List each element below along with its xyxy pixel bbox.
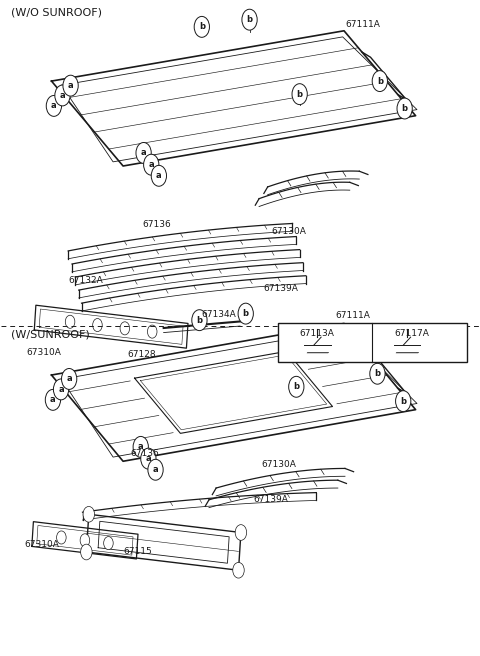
Circle shape bbox=[283, 325, 297, 343]
Text: b: b bbox=[297, 90, 303, 98]
Text: a: a bbox=[51, 102, 57, 110]
Text: (W/SUNROOF): (W/SUNROOF) bbox=[11, 329, 90, 339]
Circle shape bbox=[148, 459, 163, 480]
Circle shape bbox=[235, 525, 247, 541]
Circle shape bbox=[378, 325, 391, 343]
Text: a: a bbox=[153, 465, 158, 474]
Text: b: b bbox=[374, 369, 381, 379]
Circle shape bbox=[83, 506, 95, 522]
Text: 67111A: 67111A bbox=[345, 20, 380, 29]
Circle shape bbox=[120, 322, 130, 335]
Circle shape bbox=[233, 562, 244, 578]
Text: b: b bbox=[377, 77, 383, 85]
Text: 67117A: 67117A bbox=[394, 329, 429, 338]
Circle shape bbox=[53, 379, 69, 400]
Circle shape bbox=[192, 310, 207, 331]
Circle shape bbox=[61, 369, 77, 390]
Text: 67130A: 67130A bbox=[262, 460, 296, 469]
Circle shape bbox=[57, 531, 66, 544]
Circle shape bbox=[370, 363, 385, 384]
Text: 67136: 67136 bbox=[142, 220, 171, 229]
Circle shape bbox=[242, 9, 257, 30]
Circle shape bbox=[396, 391, 411, 411]
Circle shape bbox=[46, 96, 61, 116]
Text: a: a bbox=[156, 171, 162, 180]
Circle shape bbox=[238, 303, 253, 324]
Text: 67134A: 67134A bbox=[202, 310, 237, 319]
Circle shape bbox=[292, 84, 307, 104]
Circle shape bbox=[55, 85, 70, 106]
Circle shape bbox=[80, 534, 90, 547]
Text: 67115: 67115 bbox=[123, 547, 152, 556]
Text: a: a bbox=[148, 160, 154, 169]
Text: a: a bbox=[288, 329, 293, 338]
Text: b: b bbox=[382, 329, 387, 338]
Circle shape bbox=[151, 165, 167, 186]
FancyBboxPatch shape bbox=[278, 323, 467, 362]
Circle shape bbox=[104, 537, 113, 550]
Circle shape bbox=[194, 16, 209, 37]
Text: a: a bbox=[60, 91, 65, 100]
Text: b: b bbox=[402, 104, 408, 113]
Text: 67111A: 67111A bbox=[336, 311, 370, 320]
Text: a: a bbox=[66, 375, 72, 384]
Circle shape bbox=[147, 325, 157, 338]
Text: 67310A: 67310A bbox=[24, 541, 59, 549]
Text: a: a bbox=[138, 442, 144, 451]
Text: b: b bbox=[400, 397, 406, 405]
Circle shape bbox=[141, 448, 156, 469]
Circle shape bbox=[133, 436, 148, 457]
Text: 67113A: 67113A bbox=[300, 329, 335, 338]
Text: 67310A: 67310A bbox=[26, 348, 61, 357]
Circle shape bbox=[288, 377, 304, 398]
Text: (W/O SUNROOF): (W/O SUNROOF) bbox=[11, 8, 102, 18]
Circle shape bbox=[93, 319, 102, 331]
Circle shape bbox=[65, 316, 75, 328]
Text: b: b bbox=[247, 15, 252, 24]
Circle shape bbox=[81, 544, 92, 560]
Text: 67130A: 67130A bbox=[271, 227, 306, 236]
Text: 67139A: 67139A bbox=[263, 283, 298, 293]
Text: 67132A: 67132A bbox=[68, 276, 103, 285]
Text: 67136: 67136 bbox=[130, 449, 159, 458]
Circle shape bbox=[397, 98, 412, 119]
Circle shape bbox=[136, 142, 151, 163]
Text: a: a bbox=[145, 454, 151, 463]
Text: b: b bbox=[243, 309, 249, 318]
Circle shape bbox=[45, 390, 60, 410]
Text: 67139A: 67139A bbox=[253, 495, 288, 504]
Text: b: b bbox=[199, 22, 205, 31]
Circle shape bbox=[144, 154, 159, 175]
Text: a: a bbox=[50, 396, 56, 404]
Circle shape bbox=[372, 71, 387, 92]
Text: a: a bbox=[58, 385, 64, 394]
Text: a: a bbox=[141, 148, 146, 157]
Text: a: a bbox=[68, 81, 73, 90]
Text: 67128: 67128 bbox=[128, 350, 156, 359]
Circle shape bbox=[63, 75, 78, 96]
Text: b: b bbox=[293, 382, 300, 391]
Text: b: b bbox=[196, 316, 203, 325]
